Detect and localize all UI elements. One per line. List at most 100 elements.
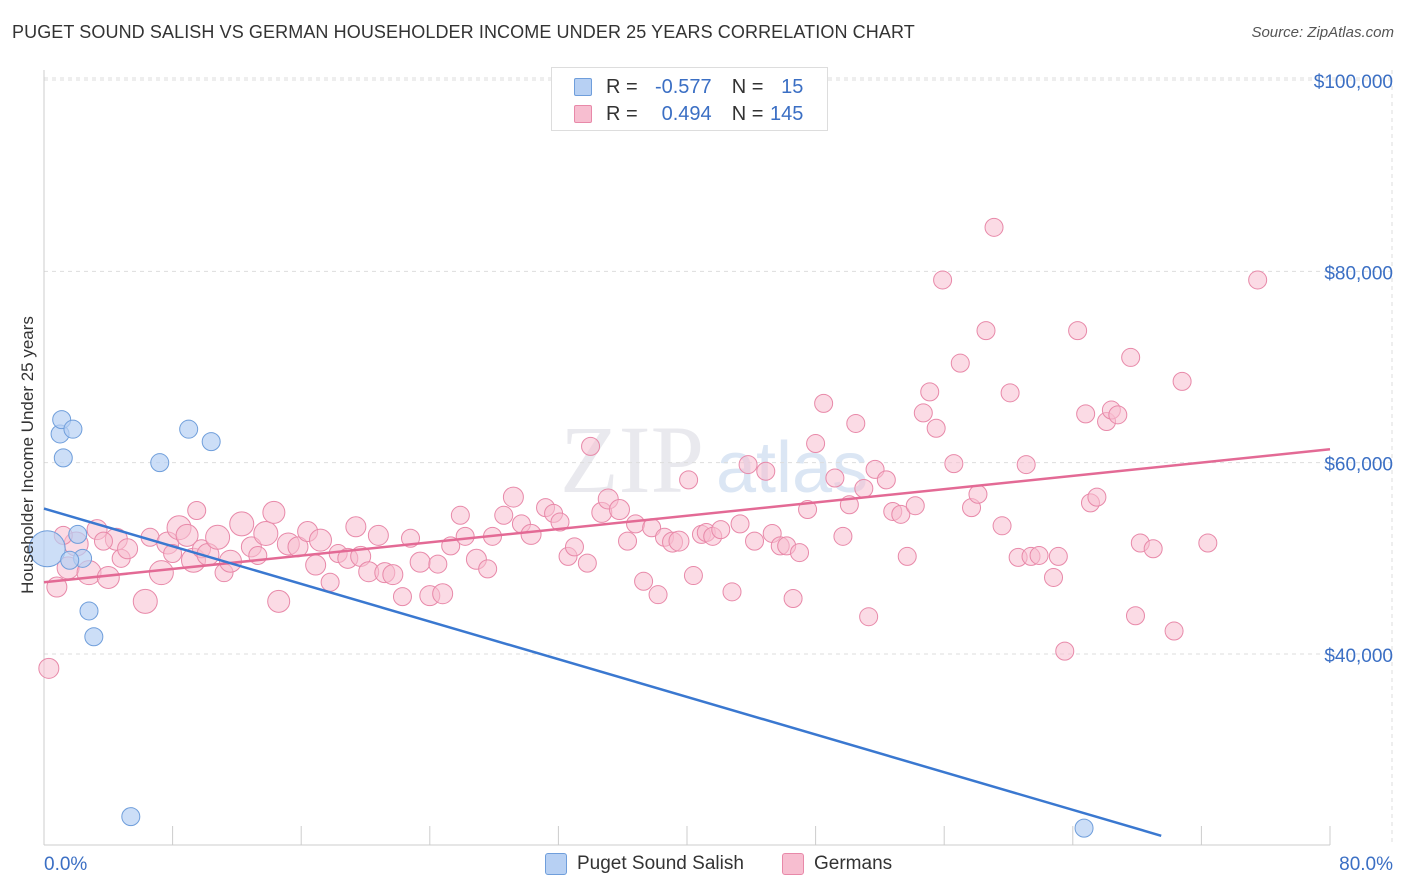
germans-point bbox=[876, 470, 896, 490]
germans-point bbox=[267, 589, 291, 613]
germans-point bbox=[320, 572, 340, 592]
germans-point bbox=[722, 582, 742, 602]
germans-point bbox=[905, 496, 925, 516]
germans-point bbox=[520, 523, 542, 545]
germans-point bbox=[933, 270, 953, 290]
germans-point bbox=[745, 531, 765, 551]
germans-point bbox=[1044, 567, 1064, 587]
germans-point bbox=[634, 571, 654, 591]
germans-point bbox=[738, 455, 758, 475]
x-tick-label: 80.0% bbox=[1339, 854, 1393, 875]
germans-point bbox=[648, 585, 668, 605]
germans-point bbox=[494, 505, 514, 525]
salish-point bbox=[60, 550, 80, 570]
salish-r-label: R = bbox=[606, 75, 638, 98]
salish-n-value: 15 bbox=[781, 75, 804, 98]
germans-point bbox=[163, 544, 183, 564]
watermark-atlas: atlas bbox=[716, 428, 868, 508]
germans-point bbox=[814, 393, 834, 413]
salish-point bbox=[68, 524, 88, 544]
germans-point bbox=[683, 566, 703, 586]
germans-point bbox=[825, 468, 845, 488]
y-tick-label: $100,000 bbox=[1314, 72, 1393, 93]
germans-point bbox=[409, 551, 431, 573]
chart-title: PUGET SOUND SALISH VS GERMAN HOUSEHOLDER… bbox=[12, 22, 915, 42]
germans-point bbox=[976, 321, 996, 341]
y-tick-label: $60,000 bbox=[1324, 455, 1393, 476]
correlation-legend: R = -0.577 N = 15 R = 0.494 N = 145 bbox=[551, 67, 828, 131]
germans-point bbox=[148, 560, 174, 586]
salish-point bbox=[121, 807, 141, 827]
germans-point bbox=[1108, 405, 1128, 425]
y-axis-title: Householder Income Under 25 years bbox=[18, 316, 37, 594]
germans-point bbox=[1076, 404, 1096, 424]
germans-point bbox=[382, 564, 404, 586]
salish-point bbox=[179, 419, 199, 439]
germans-point bbox=[502, 486, 524, 508]
germans-point bbox=[846, 413, 866, 433]
y-tick-label: $80,000 bbox=[1324, 263, 1393, 284]
germans-point bbox=[1121, 347, 1141, 367]
germans-n-label: N = bbox=[731, 102, 764, 125]
germans-point bbox=[668, 530, 690, 552]
germans-point bbox=[478, 559, 498, 579]
germans-point bbox=[891, 504, 911, 524]
germans-point bbox=[1055, 641, 1075, 661]
germans-swatch bbox=[574, 105, 592, 123]
salish-point bbox=[84, 627, 104, 647]
germans-point bbox=[38, 657, 60, 679]
germans-point bbox=[1198, 533, 1218, 553]
germans-point bbox=[944, 454, 964, 474]
germans-point bbox=[550, 512, 570, 532]
germans-point bbox=[253, 520, 279, 546]
germans-point bbox=[229, 511, 255, 537]
germans-point bbox=[926, 418, 946, 438]
germans-point bbox=[175, 523, 199, 547]
germans-point bbox=[783, 589, 803, 609]
germans-point bbox=[262, 500, 286, 524]
germans-point bbox=[392, 587, 412, 607]
germans-point bbox=[132, 588, 158, 614]
germans-point bbox=[679, 470, 699, 490]
germans-point bbox=[913, 403, 933, 423]
germans-point bbox=[756, 461, 776, 481]
germans-point bbox=[117, 538, 139, 560]
germans-point bbox=[618, 531, 638, 551]
germans-point bbox=[711, 520, 731, 540]
germans-point bbox=[1143, 539, 1163, 559]
bottom-germans-label: Germans bbox=[814, 853, 893, 874]
germans-r-label: R = bbox=[606, 102, 638, 125]
salish-trendline bbox=[43, 507, 1162, 837]
germans-point bbox=[859, 607, 879, 627]
germans-point bbox=[1029, 545, 1049, 565]
salish-r-value: -0.577 bbox=[654, 75, 712, 98]
germans-point bbox=[790, 543, 810, 563]
salish-point bbox=[63, 419, 83, 439]
germans-point bbox=[428, 554, 448, 574]
germans-point bbox=[432, 583, 454, 605]
germans-point bbox=[897, 546, 917, 566]
germans-point bbox=[305, 554, 327, 576]
germans-point bbox=[1087, 487, 1107, 507]
y-tick-label: $40,000 bbox=[1324, 646, 1393, 667]
legend-row-germans: R = 0.494 N = 145 bbox=[574, 102, 803, 126]
germans-point bbox=[455, 526, 475, 546]
germans-point bbox=[833, 526, 853, 546]
germans-r-value: 0.494 bbox=[661, 102, 712, 125]
germans-point bbox=[798, 500, 818, 520]
salish-point bbox=[201, 432, 221, 452]
germans-point bbox=[187, 501, 207, 520]
germans-point bbox=[577, 553, 597, 573]
germans-point bbox=[581, 436, 601, 456]
germans-point bbox=[992, 516, 1012, 536]
germans-point bbox=[968, 484, 988, 504]
germans-point bbox=[608, 499, 630, 521]
salish-point bbox=[28, 530, 66, 568]
watermark-zip: ZIP bbox=[560, 406, 704, 513]
germans-point bbox=[1125, 606, 1145, 626]
salish-swatch bbox=[574, 78, 592, 96]
germans-point bbox=[1000, 383, 1020, 403]
bottom-legend-salish: Puget Sound Salish bbox=[545, 852, 744, 876]
germans-point bbox=[93, 531, 113, 551]
